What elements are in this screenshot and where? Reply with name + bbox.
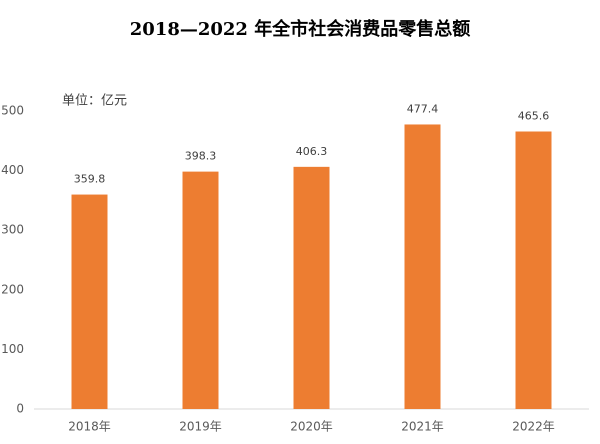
y-tick-label: 0 [16, 402, 24, 416]
value-label: 477.4 [407, 102, 439, 115]
x-tick-label: 2018年 [68, 420, 111, 434]
y-tick-label: 400 [1, 163, 24, 177]
value-label: 359.8 [74, 173, 106, 186]
unit-label: 单位：亿元 [62, 94, 127, 109]
y-tick-label: 300 [1, 223, 24, 237]
y-tick-label: 100 [1, 342, 24, 356]
x-tick-label: 2022年 [512, 420, 555, 434]
chart-title: 2018—2022 年全市社会消费品零售总额 [130, 18, 470, 40]
bar [293, 166, 330, 409]
y-tick-label: 500 [1, 104, 24, 118]
bar [404, 124, 441, 409]
x-tick-label: 2021年 [401, 420, 444, 434]
value-label: 398.3 [185, 150, 217, 163]
bar [515, 131, 552, 410]
value-label: 465.6 [518, 110, 550, 123]
bar [71, 194, 108, 409]
bar [182, 171, 219, 409]
y-tick-label: 200 [1, 282, 24, 296]
x-tick-label: 2019年 [179, 420, 222, 434]
value-label: 406.3 [296, 145, 328, 158]
x-tick-label: 2020年 [290, 420, 333, 434]
